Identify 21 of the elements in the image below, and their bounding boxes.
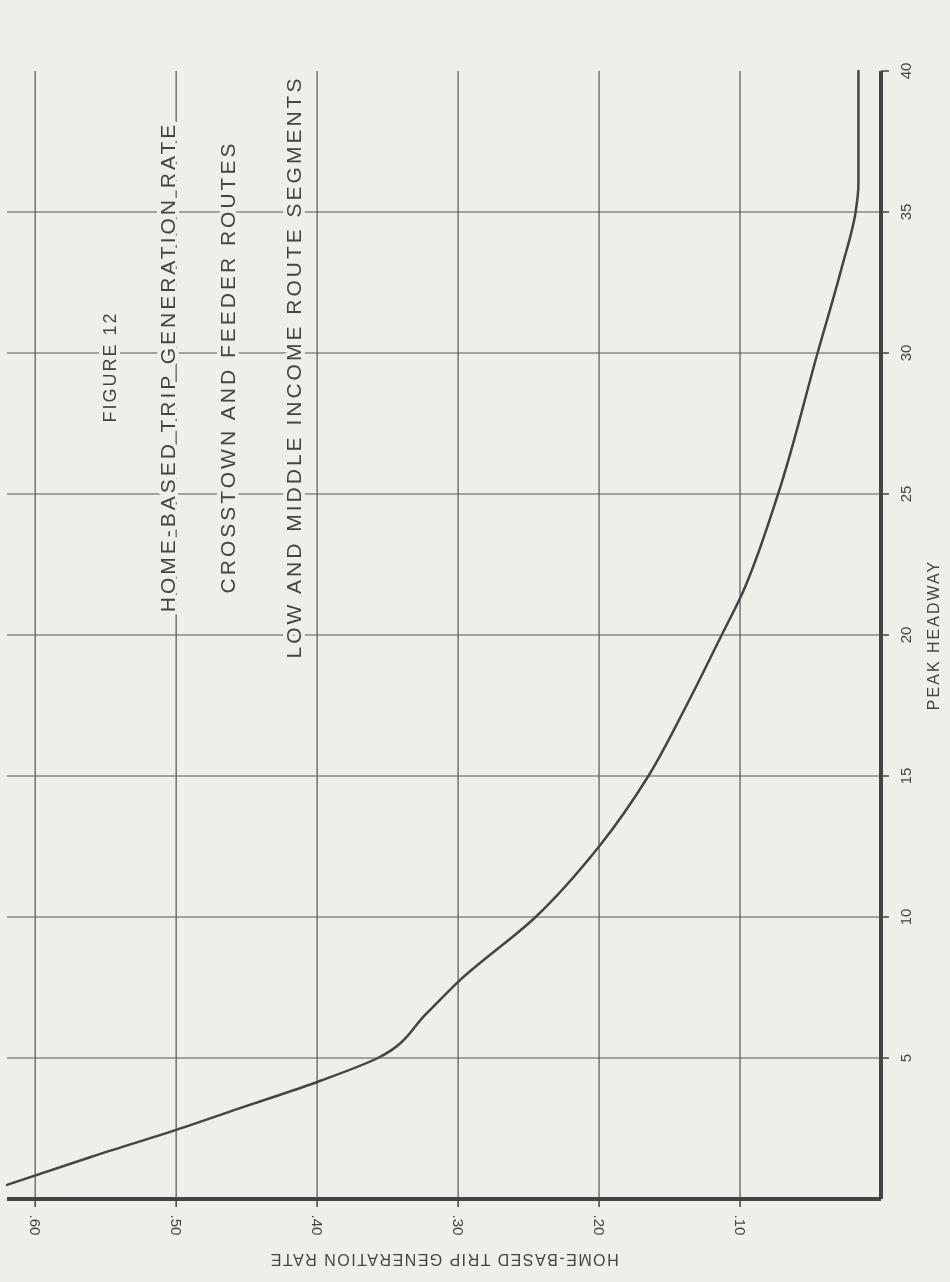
y-axis-title: PEAK HEADWAY <box>924 559 942 711</box>
x-tick-label: .60 <box>26 1214 44 1236</box>
x-tick-label: .10 <box>731 1214 749 1236</box>
annotation: LOW AND MIDDLE INCOME ROUTE SEGMENTS <box>281 75 305 659</box>
y-tick-label: 10 <box>896 908 914 926</box>
y-tick-label: 30 <box>896 344 914 362</box>
y-tick-label: 5 <box>896 1053 914 1063</box>
text: FIGURE 12 <box>100 311 120 423</box>
y-tick-label: 40 <box>896 62 914 80</box>
y-tick-label: 15 <box>896 767 914 785</box>
x-tick-label: .20 <box>590 1214 608 1236</box>
y-tick-label: 25 <box>896 485 914 503</box>
x-tick-label: .50 <box>167 1214 185 1236</box>
annotation: CROSSTOWN AND FEEDER ROUTES <box>215 140 239 594</box>
x-tick-label: .30 <box>449 1214 467 1236</box>
y-tick-label: 20 <box>896 626 914 644</box>
x-tick-label: .40 <box>308 1214 326 1236</box>
y-tick-label: 35 <box>896 203 914 221</box>
line-series <box>5 69 860 1187</box>
text: HOME-BASED TRIP GENERATION RATE <box>155 121 179 613</box>
x-axis-title: HOME-BASED TRIP GENERATION RATE <box>269 1250 619 1268</box>
